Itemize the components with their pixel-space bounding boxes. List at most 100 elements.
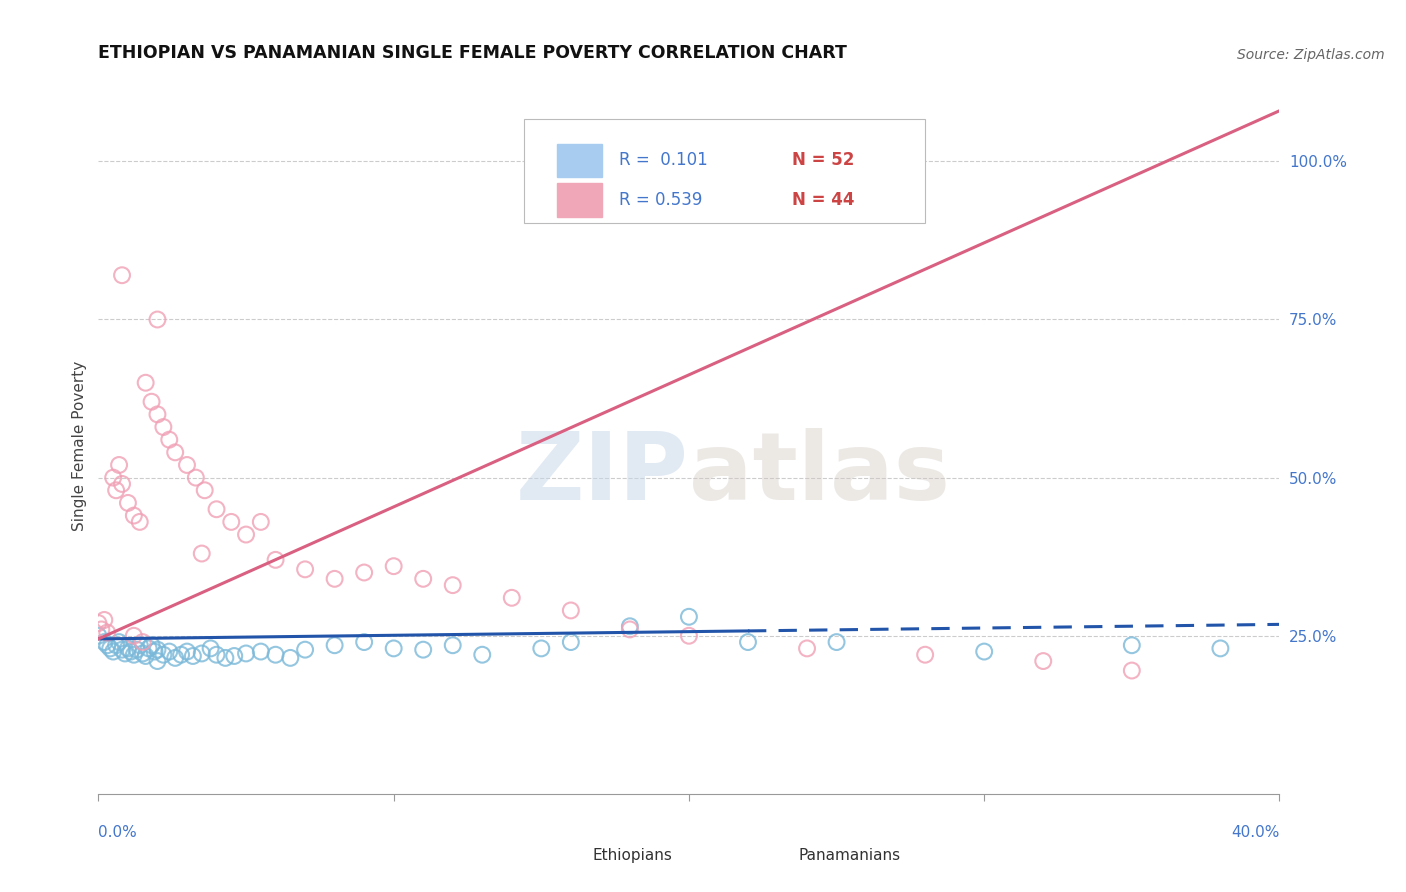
Point <box>1209 641 1232 656</box>
Point <box>135 376 157 390</box>
Point <box>165 445 187 459</box>
Point <box>122 629 145 643</box>
Point <box>214 651 236 665</box>
Point <box>146 642 169 657</box>
Point <box>146 654 169 668</box>
Text: ETHIOPIAN VS PANAMANIAN SINGLE FEMALE POVERTY CORRELATION CHART: ETHIOPIAN VS PANAMANIAN SINGLE FEMALE PO… <box>98 45 848 62</box>
Point <box>90 623 112 637</box>
Point <box>103 470 125 484</box>
FancyBboxPatch shape <box>557 184 602 217</box>
Point <box>141 394 163 409</box>
Point <box>111 268 134 283</box>
Point <box>181 648 204 663</box>
Point <box>205 502 228 516</box>
Point <box>250 644 273 658</box>
Point <box>914 648 936 662</box>
Point <box>619 619 641 633</box>
Point <box>973 644 995 658</box>
Point <box>114 647 136 661</box>
FancyBboxPatch shape <box>557 144 602 177</box>
Text: Panamanians: Panamanians <box>799 847 901 863</box>
Point <box>165 651 187 665</box>
Point <box>678 609 700 624</box>
Point <box>219 515 242 529</box>
Text: ZIP: ZIP <box>516 428 689 520</box>
Point <box>176 458 198 472</box>
Point <box>382 559 405 574</box>
Point <box>825 635 848 649</box>
Text: Ethiopians: Ethiopians <box>592 847 672 863</box>
Point <box>224 648 246 663</box>
Point <box>111 477 134 491</box>
Point <box>128 638 150 652</box>
Point <box>200 641 222 656</box>
Point <box>250 515 273 529</box>
Point <box>146 408 169 422</box>
Point <box>235 647 257 661</box>
Point <box>138 641 160 656</box>
Text: Source: ZipAtlas.com: Source: ZipAtlas.com <box>1237 48 1385 62</box>
Text: R = 0.539: R = 0.539 <box>619 191 703 209</box>
Point <box>96 625 118 640</box>
Point <box>412 572 434 586</box>
FancyBboxPatch shape <box>536 841 581 869</box>
Point <box>1121 664 1143 678</box>
Text: atlas: atlas <box>689 428 950 520</box>
Point <box>105 638 128 652</box>
Text: R =  0.101: R = 0.101 <box>619 152 709 169</box>
Point <box>96 638 118 652</box>
Point <box>117 641 139 656</box>
Point <box>87 629 110 643</box>
Text: N = 44: N = 44 <box>793 191 855 209</box>
FancyBboxPatch shape <box>523 119 925 223</box>
Point <box>560 603 582 617</box>
Point <box>194 483 217 498</box>
Point <box>205 648 228 662</box>
Point <box>264 648 287 662</box>
Point <box>122 648 145 662</box>
Point <box>108 458 131 472</box>
Point <box>530 641 553 656</box>
Point <box>353 635 375 649</box>
Point <box>382 641 405 656</box>
Point <box>157 644 180 658</box>
Point <box>1032 654 1054 668</box>
Point <box>191 547 214 561</box>
Point <box>143 644 166 658</box>
Point <box>176 644 198 658</box>
Point <box>294 562 316 576</box>
Text: 0.0%: 0.0% <box>98 825 138 840</box>
Text: N = 52: N = 52 <box>793 152 855 169</box>
Point <box>441 578 464 592</box>
Point <box>105 483 128 498</box>
Point <box>471 648 494 662</box>
Point <box>111 642 134 657</box>
Point <box>619 623 641 637</box>
Point <box>117 496 139 510</box>
Point <box>125 642 148 657</box>
Point <box>152 420 174 434</box>
Point <box>501 591 523 605</box>
Point <box>87 616 110 631</box>
Point <box>141 638 163 652</box>
Point <box>98 641 121 656</box>
Point <box>737 635 759 649</box>
Point <box>323 572 346 586</box>
Point <box>353 566 375 580</box>
Point <box>132 635 155 649</box>
Point <box>441 638 464 652</box>
FancyBboxPatch shape <box>742 841 787 869</box>
Point <box>678 629 700 643</box>
Point <box>184 470 207 484</box>
Point <box>93 613 115 627</box>
Point <box>412 642 434 657</box>
Point <box>122 508 145 523</box>
Point <box>103 644 125 658</box>
Point <box>128 515 150 529</box>
Point <box>294 642 316 657</box>
Point <box>108 635 131 649</box>
Point <box>157 433 180 447</box>
Point <box>264 553 287 567</box>
Point <box>93 635 115 649</box>
Point <box>560 635 582 649</box>
